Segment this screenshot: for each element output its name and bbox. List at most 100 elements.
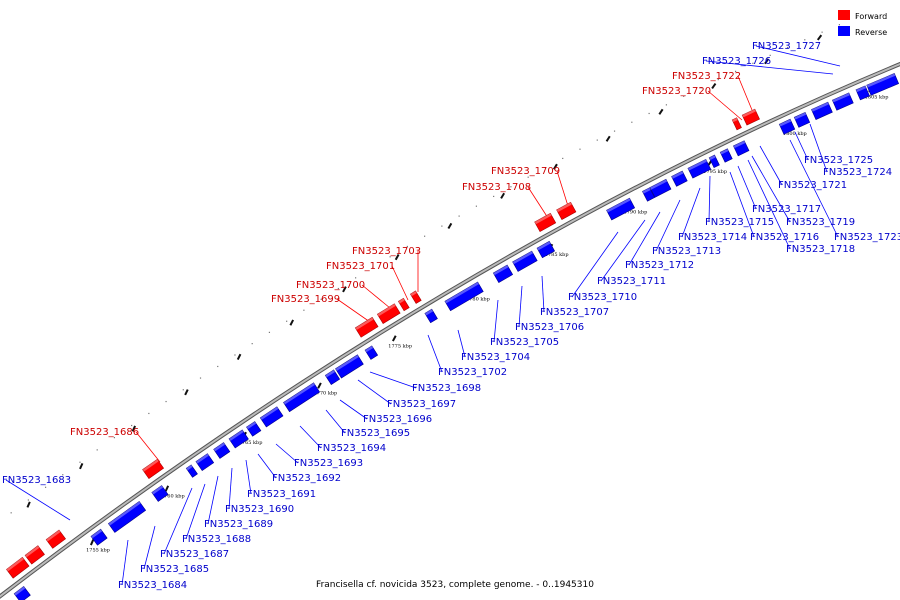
gene-label: FN3523_1697 [387,399,456,410]
gene-label: FN3523_1688 [182,534,251,545]
spacer-dot [182,389,184,391]
leader-line [135,431,161,463]
gene-label: FN3523_1698 [412,383,481,394]
tick-mark [391,335,397,342]
reverse-gene [364,345,379,360]
spacer-dot [752,62,754,64]
spacer-dot [79,461,81,463]
spacer-tick [131,425,136,432]
tick-label: 1790 kbp [624,209,648,215]
legend-forward-swatch [838,10,850,20]
reverse-gene [811,101,833,120]
gene-label: FN3523_1715 [705,217,774,228]
leader-line [143,525,156,570]
forward-gene [409,290,422,304]
spacer-dot [856,16,858,18]
leader-line [457,329,466,358]
spacer-dot [251,343,253,345]
gene-label: FN3523_1718 [786,244,855,255]
spacer-dot [286,320,288,322]
track-line-inner [0,63,900,598]
leader-line [628,211,661,266]
tick-label: 1760 kbp [161,494,185,500]
tick-label: 1795 kbp [703,169,727,175]
leader-line [556,170,569,207]
gene-label: FN3523_1700 [296,280,365,291]
gene-label: FN3523_1686 [70,427,139,438]
leader-line [5,479,71,521]
spacer-dot [631,121,633,123]
gene-label: FN3523_1699 [271,294,340,305]
spacer-dot [424,235,426,237]
forward-gene [354,316,379,338]
tick-label: 1780 kbp [466,297,490,303]
tick-label: 1775 kbp [388,343,412,349]
spacer-dot [665,104,668,106]
spacer-tick [816,34,823,41]
leader-lines [5,45,841,586]
gene-label: FN3523_1714 [678,232,747,243]
reverse-gene [733,140,750,157]
spacer-tick [394,253,400,261]
reverse-gene [90,528,108,546]
tick-label: 1765 kbp [239,440,263,446]
leader-line [257,453,277,479]
tick-marks: 1755 kbp 1760 kbp 1765 kbp 1770 kbp 1775 kbp… [86,86,888,553]
forward-gene [397,297,410,312]
leader-line [755,45,841,67]
reverse-gene [424,308,438,324]
forward-gene [741,108,760,126]
reverse-gene [793,111,811,128]
reverse-gene [444,281,484,312]
leader-line [737,165,757,210]
reverse-gene [649,178,672,198]
spacer-tick [711,82,717,90]
gene-label: FN3523_1705 [490,337,559,348]
spacer-tick [500,192,506,199]
leader-line [121,539,129,586]
spacer-dot [648,112,650,115]
tick-label: 1800 kbp [783,131,807,137]
gene-label: FN3523_1691 [247,489,316,500]
gene-label: FN3523_1704 [461,352,530,363]
leader-line [655,199,681,252]
tick-label: 1785 kbp [545,252,569,258]
leader-line [729,171,755,238]
reverse-gene [13,586,31,600]
spacer-dot [493,195,495,198]
reverse-gene [536,240,556,259]
leader-line [336,298,371,323]
tick-label: 1805 kbp [865,94,889,100]
reverse-gene [185,464,198,478]
spacer-dot [372,266,374,268]
reverse-gene [228,429,249,449]
spacer-dot [527,176,529,178]
reverse-gene [671,170,688,187]
spacer-dot [613,130,616,132]
gene-labels: FN3523_1686 FN3523_1699 FN3523_1700 FN3523_… [2,41,900,591]
gene-label: FN3523_1684 [118,580,187,591]
spacer-dot [596,139,598,141]
gene-label: FN3523_1720 [642,86,711,97]
tick-mark [317,382,322,389]
reverse-gene [831,92,854,111]
forward-gene [142,458,165,480]
map-title: Francisella cf. novicida 3523, complete … [316,580,594,590]
spacer-tick [552,163,558,170]
gene-label: FN3523_1727 [752,41,821,52]
reverse-gene [151,485,169,502]
gene-label: FN3523_1708 [462,182,531,193]
spacer-dot [821,31,823,33]
leader-line [789,139,839,238]
leader-line [737,75,753,111]
track-line-outer [0,61,900,599]
gene-label: FN3523_1719 [786,217,855,228]
spacer-dot [786,46,789,49]
leader-line [759,145,783,186]
spacer-dot [717,78,719,81]
reverse-gene [719,148,733,163]
spacer-dot [544,167,547,169]
tick-mark [164,485,170,492]
leader-line [794,131,809,161]
